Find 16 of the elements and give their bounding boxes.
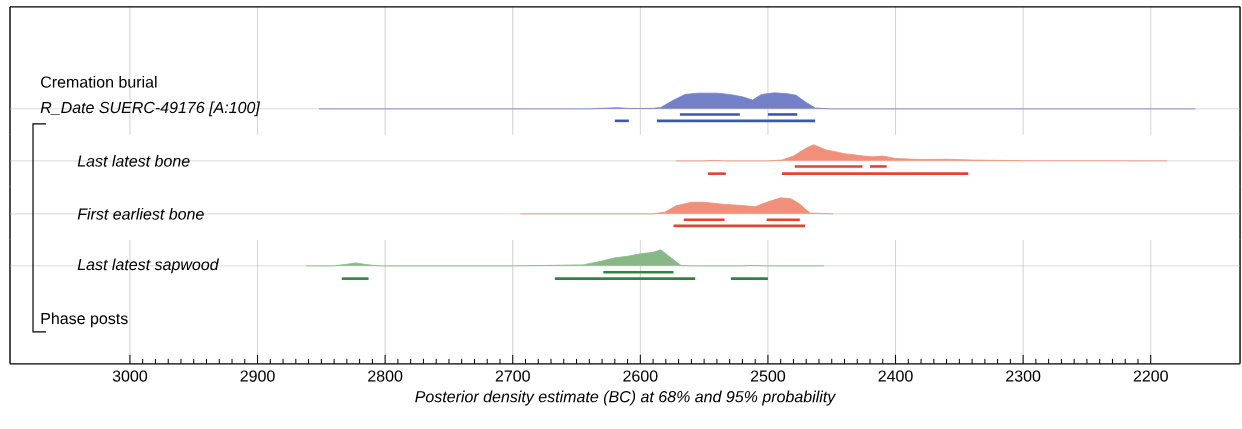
text: Last latest sapwood xyxy=(77,258,220,274)
x-tick-label: 2700 xyxy=(495,370,530,382)
x-axis-title: Posterior density estimate (BC) at 68% and 95% probability xyxy=(415,390,837,406)
text: First earliest bone xyxy=(77,208,204,220)
x-tick-label: 2500 xyxy=(750,370,786,382)
x-tick-label: 2900 xyxy=(240,370,275,382)
x-tick-label: 2200 xyxy=(1133,370,1168,382)
x-tick-label: 2300 xyxy=(1006,370,1041,382)
x-tick-label: 2800 xyxy=(368,370,403,382)
x-tick-label: 2600 xyxy=(623,370,658,382)
text: Cremation burial xyxy=(41,76,157,88)
x-tick-label: 2400 xyxy=(878,370,913,382)
text: R_Date SUERC-49176 [A:100] xyxy=(40,101,261,117)
text: Phase posts xyxy=(41,312,128,328)
text: Last latest bone xyxy=(77,155,190,167)
x-tick-label: 3000 xyxy=(112,370,148,382)
